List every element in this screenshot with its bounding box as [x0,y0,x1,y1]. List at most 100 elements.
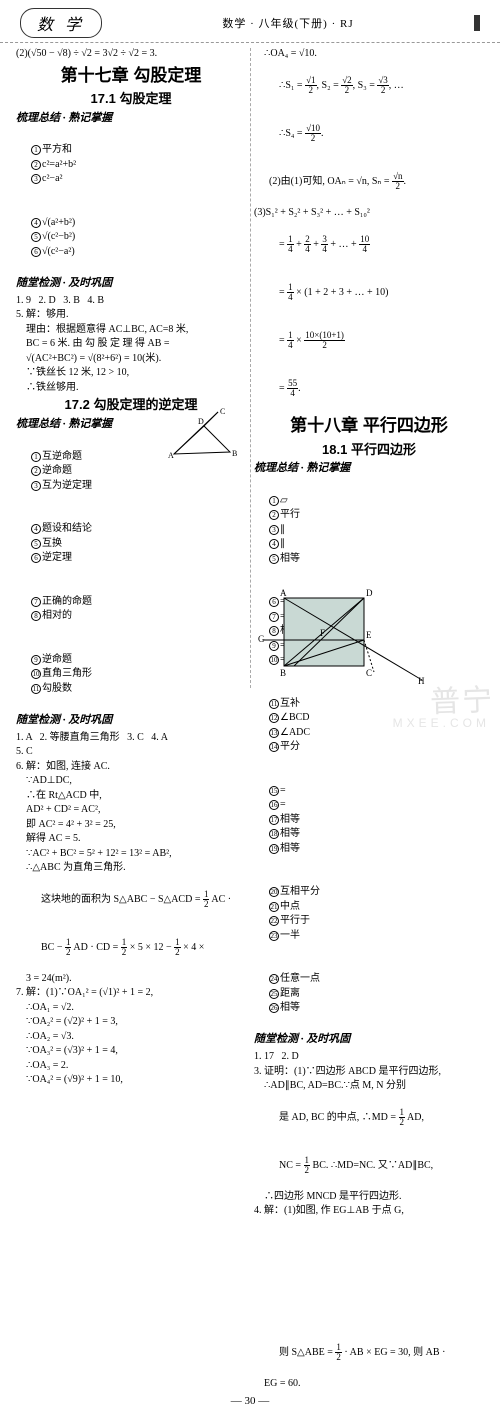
text: 相等 [280,828,300,839]
text: 平行于 [280,915,310,926]
text-line: 1. 17 2. D [254,1050,484,1065]
text-line: (2)由(1)可知, OAₙ = √n, Sₙ = √n2. [254,158,484,206]
text: , S₂ = [317,80,342,91]
marker-icon: 3 [269,525,279,535]
text-line: 1. 9 2. D 3. B 4. B [16,294,246,309]
marker-icon: 12 [269,713,279,723]
marker-icon: 3 [31,481,41,491]
text-line: (3)S₁² + S₂² + S₃² + … + S₁₀² [254,206,484,221]
text: 正确的命题 [42,596,92,607]
marker-icon: 15 [269,786,279,796]
text-line: 4. 解：(1)如图, 作 EG⊥AB 于点 G, [254,1204,484,1219]
text-line: = 14 + 24 + 34 + … + 104 [254,220,484,268]
triangle-diagram: A B C D [168,406,240,460]
marker-icon: 17 [269,815,279,825]
marker-icon: 4 [269,539,279,549]
text: (2)由(1)可知, OAₙ = √n, Sₙ = [269,176,392,187]
text: 互为逆定理 [42,480,92,491]
left-column: (2)(√50 − √8) ÷ √2 = 3√2 ÷ √2 = 3. 第十七章 … [16,47,246,1391]
text-line: ∴在 Rt△ACD 中, [16,789,246,804]
text: 平分 [280,741,300,752]
text-line: ∴S₁ = √12, S₂ = √22, S₃ = √32, … [254,62,484,110]
text: ∥ [280,524,285,535]
text: = [279,334,287,345]
text-line: BC − 12 AD · CD = 12 × 5 × 12 − 12 × 4 × [16,924,246,972]
text: 中点 [280,901,300,912]
text-line: 4题设和结论 5互换 6逆定理 [16,508,246,581]
label: A [168,451,174,460]
diagram-space [254,1219,484,1329]
marker-icon: 13 [269,728,279,738]
text-line: ∴AD∥BC, AD=BC.∵点 M, N 分别 [254,1079,484,1094]
marker-icon: 23 [269,931,279,941]
text-line: √(AC²+BC²) = √(8²+6²) = 10(米). [16,352,246,367]
marker-icon: 1 [31,452,41,462]
text: AD, [405,1112,424,1123]
marker-icon: 4 [31,524,41,534]
text-line: NC = 12 BC. ∴MD=NC. 又∵AD∥BC, [254,1142,484,1190]
marker-icon: 8 [31,611,41,621]
subhead: 随堂检测 · 及时巩固 [16,276,246,292]
marker-icon: 24 [269,974,279,984]
marker-icon: 10 [31,669,41,679]
text: = [280,799,286,810]
text-line: ∵OA₂² = (√2)² + 1 = 3, [16,1015,246,1030]
text-line: 5. 解：够用. [16,308,246,323]
text-line: 1平方和 2c²=a²+b² 3c²−a² [16,129,246,202]
text: 距离 [280,988,300,999]
text-line: 3. 证明：(1)∵四边形 ABCD 是平行四边形, [254,1065,484,1080]
label: D [198,417,204,426]
text: 相等 [280,553,300,564]
text: 互逆命题 [42,451,82,462]
marker-icon: 4 [31,218,41,228]
text-line: EG = 60. [254,1377,484,1392]
page-number: — 30 — [0,1395,500,1407]
text: , … [389,80,404,91]
marker-icon: 22 [269,916,279,926]
text-line: 6. 解：如图, 连接 AC. [16,760,246,775]
text-line: 1. A 2. 等腰直角三角形 3. C 4. A [16,731,246,746]
marker-icon: 11 [269,699,279,709]
text-line: 4√(a²+b²) 5√(c²−b²) 6√(c²−a²) [16,201,246,274]
text-line: AD² + CD² = AC², [16,803,246,818]
label: E [366,630,372,640]
text: × (1 + 2 + 3 + … + 10) [294,286,389,297]
text: ∴S₁ = [279,80,305,91]
text-line: ∴△ABC 为直角三角形. [16,861,246,876]
label: G [258,634,265,644]
text: 互相平分 [280,886,320,897]
text: 勾股数 [42,683,72,694]
text: 相等 [280,1002,300,1013]
marker-icon: 5 [31,232,41,242]
text-line: 即 AC² = 4² + 3² = 25, [16,818,246,833]
text: , S₃ = [353,80,378,91]
text: 相对的 [42,610,72,621]
text: 题设和结论 [42,523,92,534]
marker-icon: 19 [269,844,279,854]
marker-icon: 1 [269,496,279,506]
text: 这块地的面积为 S△ABC − S△ACD = [41,894,203,905]
text-line: ∴OA₃ = 2. [16,1059,246,1074]
text-line: ∵AD⊥DC, [16,774,246,789]
marker-icon: 6 [31,247,41,257]
label: A [280,588,287,598]
text-line: 则 S△ABE = 12 · AB × EG = 30, 则 AB · [254,1329,484,1377]
marker-icon: 14 [269,742,279,752]
text: NC = [279,1160,304,1171]
text-line: ∴OA₄ = √10. [254,47,484,62]
text-line: = 554. [254,364,484,412]
text: = [279,238,287,249]
text-line: = 14 × (1 + 2 + 3 + … + 10) [254,268,484,316]
marker-icon: 6 [31,553,41,563]
page-header: 数 学 数学 · 八年级(下册) · RJ [0,0,500,43]
text-line: 这块地的面积为 S△ABC − S△ACD = 12 AC · [16,876,246,924]
text: = [279,382,287,393]
text-line: BC = 6 米. 由 勾 股 定 理 得 AB = [16,337,246,352]
text: 逆定理 [42,552,72,563]
marker-icon: 5 [269,554,279,564]
parallelogram-diagram: A B C D E F G H [258,584,428,688]
text: √(c²−a²) [42,246,75,257]
subhead: 梳理总结 · 熟记掌握 [16,111,246,127]
label: H [418,676,425,686]
text: BC − [41,942,65,953]
